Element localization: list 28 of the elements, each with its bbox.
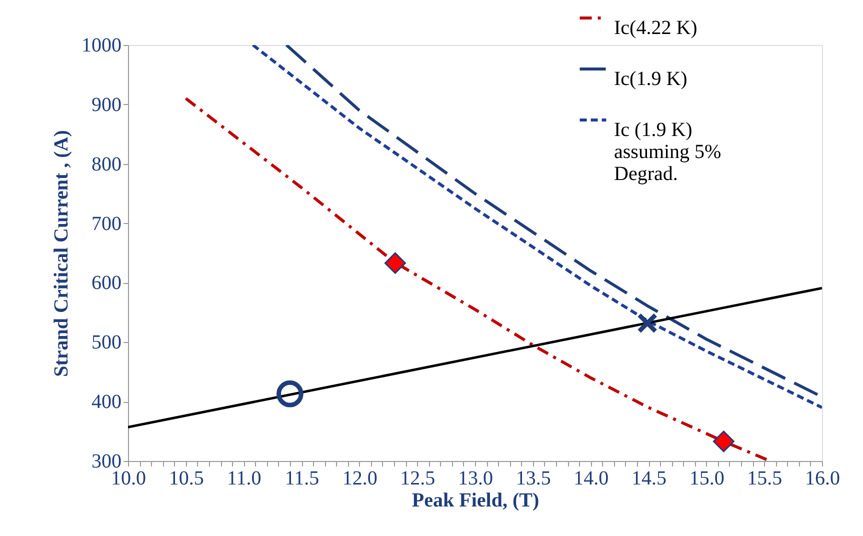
x-tick-label: 10.5: [168, 468, 204, 490]
y-tick-label: 700: [92, 212, 122, 235]
x-axis-title: Peak Field, (T): [412, 490, 540, 512]
x-tick-label: 12.5: [400, 468, 436, 490]
point: [712, 430, 734, 452]
x-tick-label: 13.0: [458, 468, 493, 490]
y-tick-label: 1000: [82, 34, 122, 56]
y-tick-label: 400: [92, 391, 122, 414]
y-tick-label: 500: [92, 332, 122, 354]
x-tick-label: 13.5: [516, 468, 551, 490]
legend-label: Ic(1.9 K): [614, 68, 688, 90]
legend-label: Ic (1.9 K) assuming 5% Degrad.: [614, 119, 722, 185]
x-tick-label: 11.5: [284, 468, 320, 490]
x-tick-label: 12.0: [342, 468, 378, 490]
x-tick-label: 16.0: [805, 468, 840, 490]
point: [637, 312, 658, 334]
y-axis-title: Strand Critical Current , (A): [50, 130, 72, 377]
legend-label: Ic(4.22 K): [614, 17, 698, 39]
x-tick-label: 14.5: [632, 468, 666, 490]
y-tick-label: 800: [92, 153, 122, 176]
point: [276, 380, 304, 408]
x-tick-label: 15.0: [689, 468, 724, 490]
y-tick-label: 600: [92, 272, 122, 294]
x-tick-label: 15.5: [747, 468, 782, 490]
y-tick-label: 900: [92, 94, 122, 116]
x-tick-label: 14.0: [574, 468, 609, 490]
x-tick-label: 11.0: [227, 468, 262, 490]
point: [384, 252, 406, 274]
